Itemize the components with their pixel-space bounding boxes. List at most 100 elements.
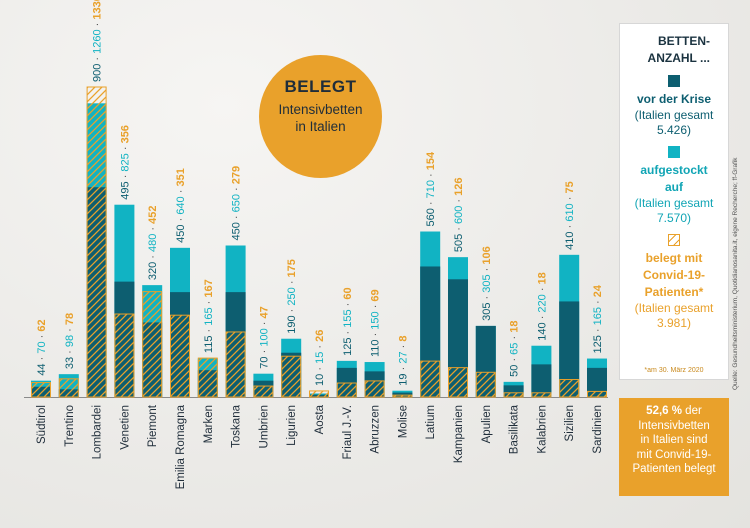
value-label: 900 · 1260 · 1330 [92, 0, 104, 82]
value-separator: · [64, 325, 76, 335]
value-separator: · [509, 355, 521, 365]
bar-covid [225, 331, 246, 398]
value-label: 115 · 165 · 167 [203, 279, 215, 353]
value-separator: · [536, 313, 548, 323]
value-label: 410 · 610 · 75 [564, 181, 576, 250]
value-separator: · [314, 364, 326, 374]
value-added: 65 [509, 343, 521, 355]
value-before: 19 [397, 373, 409, 385]
category-label: Ligurien [286, 405, 298, 446]
bar-covid [364, 380, 385, 398]
summary-callout: 52,6 % der Intensivbetten in Italien sin… [619, 398, 729, 496]
legend-before-total-2: 5.426) [656, 123, 692, 137]
callout-line-3: mit Convid-19- [636, 448, 712, 461]
bar-covid [503, 392, 524, 398]
value-covid: 452 [147, 205, 159, 223]
value-separator: · [481, 265, 493, 275]
value-label: 125 · 155 · 60 [342, 287, 354, 356]
badge-line-1: Intensivbetten [278, 102, 363, 117]
value-before: 10 [314, 374, 326, 386]
value-covid: 126 [453, 178, 465, 196]
category-label: Lombardei [92, 405, 104, 459]
value-separator: · [92, 20, 104, 30]
bar-covid [114, 313, 135, 398]
value-before: 305 [481, 303, 493, 321]
bar-before [559, 301, 580, 397]
bar-covid [336, 382, 357, 398]
category-label: Latium [425, 405, 437, 440]
category-label: Piemont [147, 404, 159, 447]
bar-covid [475, 371, 496, 398]
value-before: 505 [453, 234, 465, 252]
value-before: 125 [592, 335, 604, 353]
bar-covid [58, 378, 79, 398]
value-covid: 356 [119, 125, 131, 143]
value-added: 825 [119, 153, 131, 171]
value-separator: · [119, 172, 131, 182]
value-added: 710 [425, 180, 437, 198]
legend-date-note: *am 30. März 2020 [644, 367, 704, 374]
legend-added-total-2: 7.570) [656, 211, 692, 225]
value-added: 150 [370, 311, 382, 329]
category-label: Kalabrien [536, 405, 548, 454]
value-before: 450 [175, 224, 187, 242]
title-badge: BELEGT Intensivbetten in Italien [259, 55, 382, 178]
category-label: Toskana [231, 404, 243, 447]
category-label: Trentino [64, 405, 76, 447]
value-added: 1260 [92, 29, 104, 53]
legend-before-label: vor der Krise [636, 92, 712, 106]
legend-covid-label-1: belegt mit [645, 251, 703, 265]
value-added: 600 [453, 206, 465, 224]
bar-covid [170, 314, 190, 398]
category-label: Molise [397, 405, 409, 438]
value-added: 305 [481, 274, 493, 292]
value-added: 165 [203, 307, 215, 325]
bar-before [587, 367, 607, 397]
value-before: 410 [564, 231, 576, 249]
bar-covid [142, 291, 163, 398]
value-separator: · [425, 198, 437, 208]
value-separator: · [147, 224, 159, 234]
legend-added-label-1: aufgestockt [640, 163, 708, 177]
value-added: 480 [147, 234, 159, 252]
bar-covid [420, 360, 441, 398]
value-separator: · [258, 319, 270, 329]
value-covid: 1330 [92, 0, 104, 20]
category-label: Umbrien [258, 405, 270, 448]
value-added: 70 [36, 341, 48, 353]
value-separator: · [92, 54, 104, 64]
value-separator: · [342, 328, 354, 338]
value-before: 70 [258, 356, 270, 368]
value-separator: · [592, 325, 604, 335]
bar-covid [253, 385, 274, 398]
legend-title-line-1: BETTEN- [658, 34, 710, 48]
value-label: 125 · 165 · 24 [592, 284, 604, 353]
category-label: Emilia Romagna [175, 404, 187, 489]
value-separator: · [397, 342, 409, 352]
legend-covid-total-2: 3.981) [656, 316, 692, 330]
value-separator: · [453, 196, 465, 206]
value-covid: 18 [509, 321, 521, 333]
value-label: 110 · 150 · 69 [370, 289, 382, 357]
value-covid: 62 [36, 319, 48, 331]
value-label: 320 · 480 · 452 [147, 205, 159, 280]
value-separator: · [509, 333, 521, 343]
category-label: Abruzzen [370, 405, 382, 454]
value-added: 250 [286, 287, 298, 305]
value-separator: · [453, 224, 465, 234]
value-covid: 60 [342, 287, 354, 299]
value-before: 190 [286, 315, 298, 333]
value-added: 100 [258, 328, 270, 346]
value-added: 640 [175, 196, 187, 214]
callout-line-0: der [681, 405, 702, 417]
legend: BETTEN- ANZAHL ... vor der Krise (Italie… [619, 23, 729, 380]
value-before: 110 [370, 339, 382, 357]
category-label: Sardinien [592, 405, 604, 454]
category-label: Aosta [314, 404, 326, 434]
badge-line-2: in Italien [295, 119, 346, 134]
legend-before-total-1: (Italien gesamt [634, 108, 714, 122]
category-label: Apulien [481, 405, 493, 443]
value-covid: 279 [231, 166, 243, 184]
value-separator: · [231, 212, 243, 222]
legend-swatch-before [668, 75, 680, 87]
